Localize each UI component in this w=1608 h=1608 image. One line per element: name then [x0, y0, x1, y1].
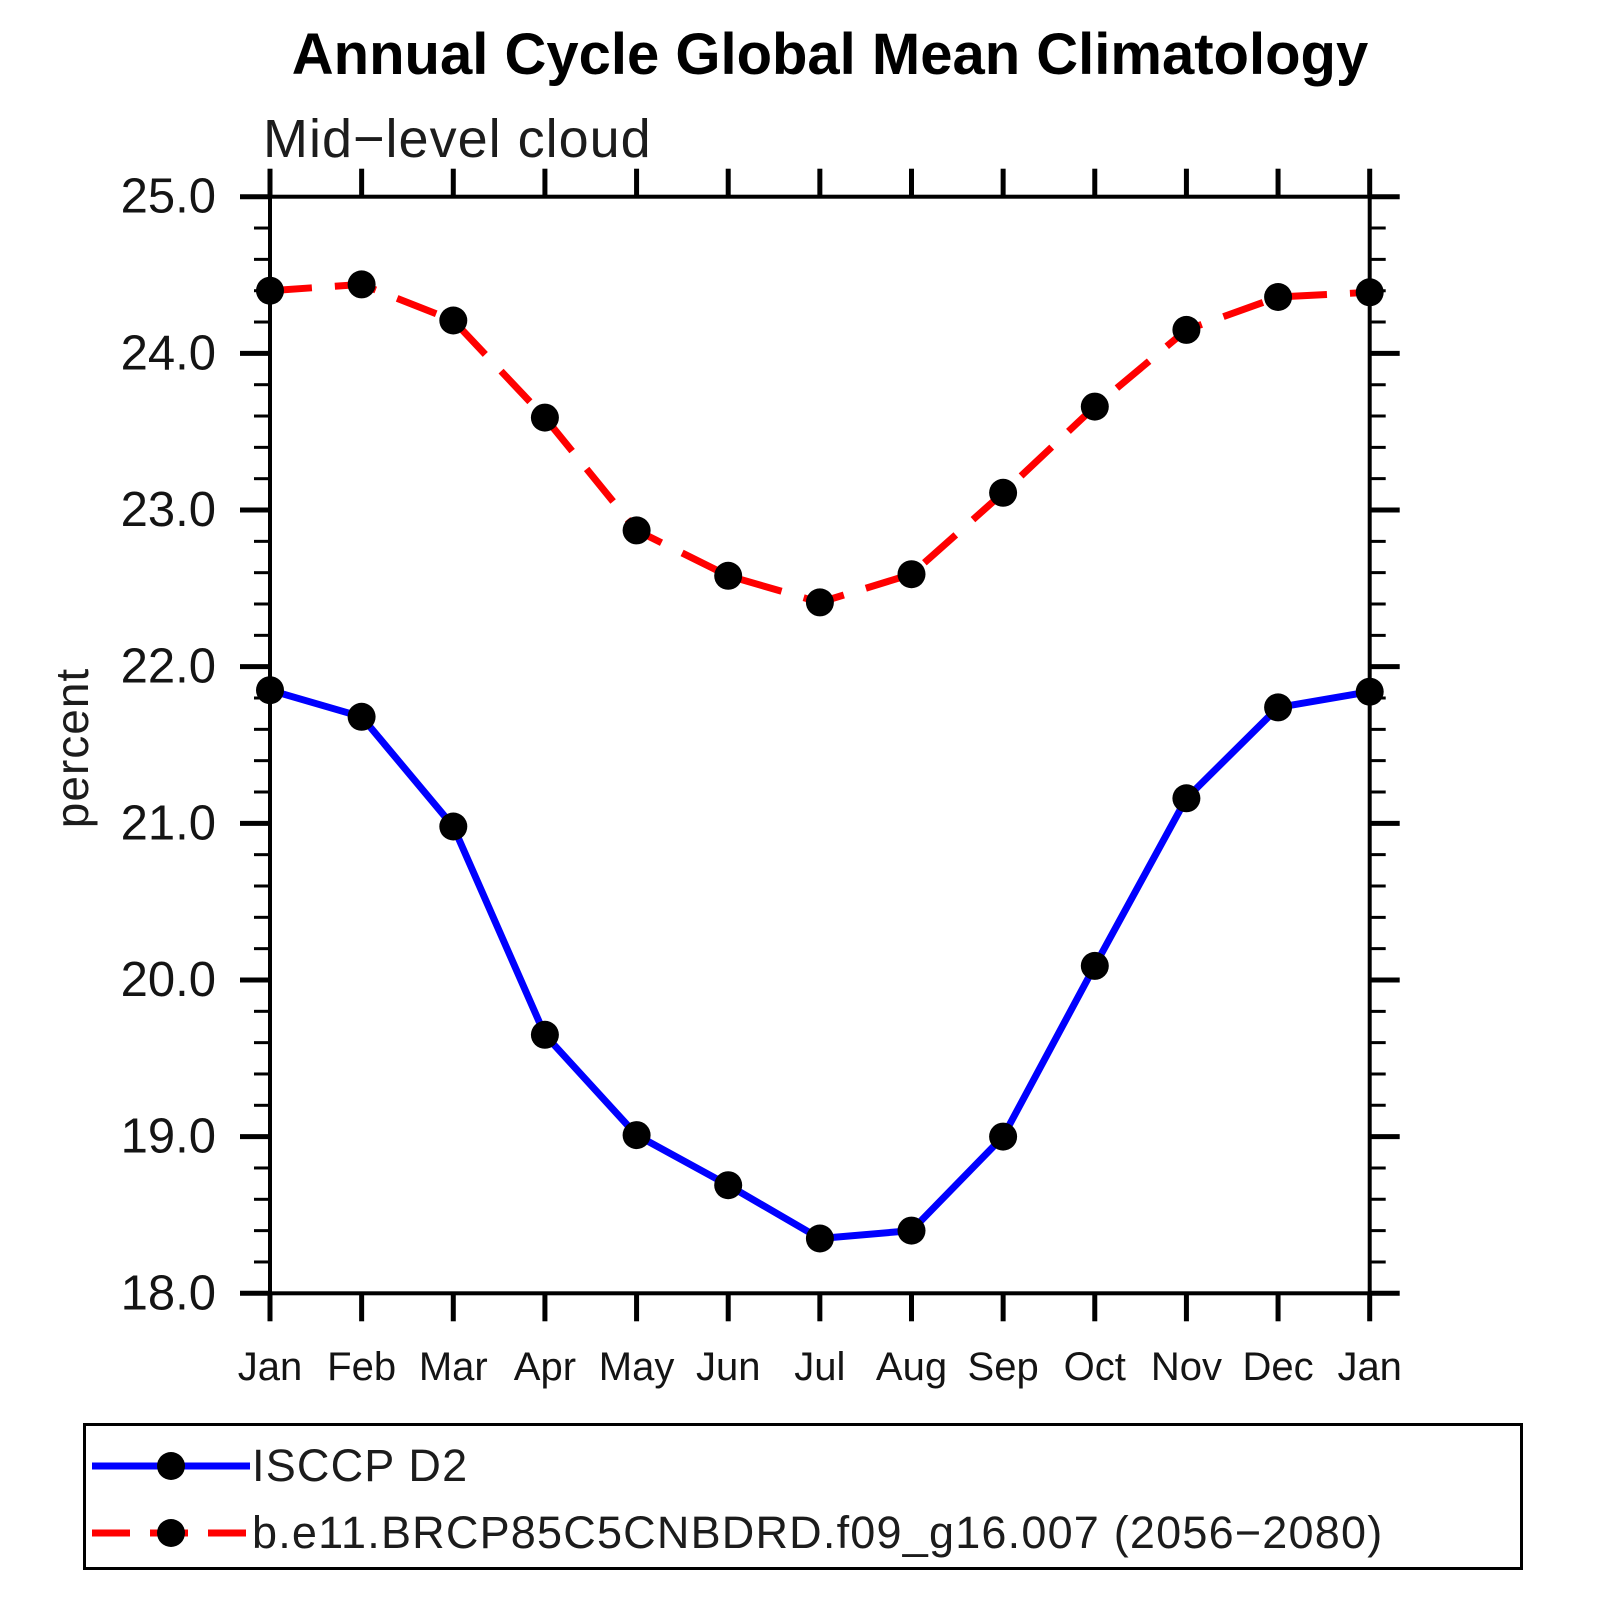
x-tick-label: Feb [327, 1345, 396, 1389]
x-tick-label: May [599, 1345, 675, 1389]
data-point [256, 276, 284, 305]
data-point [1355, 677, 1384, 706]
data-point [439, 306, 468, 335]
y-tick-label: 21.0 [121, 796, 216, 850]
axis-frame [268, 194, 1372, 1296]
data-point [622, 1121, 651, 1150]
x-tick-labels: Jan Feb Mar Apr May Jun Jul Aug Sep Oct Nov Dec Jan [238, 1345, 1402, 1389]
x-tick-label: Nov [1151, 1345, 1222, 1389]
x-tick-label: Dec [1242, 1345, 1313, 1389]
data-point [805, 1224, 834, 1253]
data-point [989, 478, 1018, 507]
x-tick-label: Oct [1064, 1345, 1126, 1389]
data-point [1264, 283, 1293, 311]
data-point [805, 588, 834, 617]
data-point [714, 561, 743, 590]
legend-sample-marker-icon [157, 1519, 185, 1547]
data-point [1355, 278, 1384, 307]
legend-entry: ISCCP D2 [90, 1442, 468, 1490]
legend-box: ISCCP D2 b.e11.BRCP85C5CNBDRD.f09_g16.00… [83, 1423, 1523, 1570]
series-line-0 [269, 686, 1371, 1242]
x-axis-ticks [267, 168, 1373, 1322]
y-tick-label: 22.0 [121, 640, 216, 694]
series-markers-1 [256, 270, 1384, 617]
data-point [1172, 315, 1201, 344]
chart-subtitle: Mid−level cloud [263, 109, 652, 169]
y-tick-label: 25.0 [121, 170, 216, 224]
data-point [989, 1122, 1018, 1151]
legend-sample-marker-icon [157, 1452, 185, 1480]
data-point [622, 516, 651, 545]
x-tick-label: Jan [238, 1345, 303, 1389]
legend-entry: b.e11.BRCP85C5CNBDRD.f09_g16.007 (2056−2… [90, 1509, 1383, 1557]
x-tick-label: Apr [514, 1345, 576, 1389]
data-point [347, 270, 376, 299]
data-point [530, 1020, 559, 1049]
data-point [714, 1171, 743, 1200]
y-tick-label: 24.0 [121, 326, 216, 380]
data-point [256, 676, 284, 705]
legend-entry-label: ISCCP D2 [252, 1440, 469, 1491]
y-axis-title: percent [46, 667, 98, 829]
x-tick-label: Jul [794, 1345, 845, 1389]
data-point [1264, 693, 1293, 722]
data-point [1172, 784, 1201, 813]
x-tick-label: Jan [1337, 1345, 1402, 1389]
data-point [1080, 392, 1109, 421]
y-tick-label: 20.0 [121, 953, 216, 1007]
y-tick-label: 23.0 [121, 483, 216, 537]
x-tick-label: Jun [696, 1345, 761, 1389]
legend-key-line [92, 1519, 250, 1547]
x-tick-label: Aug [876, 1345, 947, 1389]
series-markers-0 [256, 676, 1384, 1253]
y-tick-label: 19.0 [121, 1110, 216, 1164]
y-axis-ticks [240, 194, 1400, 1296]
data-point [439, 812, 468, 841]
legend-entry-label: b.e11.BRCP85C5CNBDRD.f09_g16.007 (2056−2… [252, 1507, 1384, 1558]
y-tick-labels: 18.0 19.0 20.0 21.0 22.0 23.0 24.0 25.0 [121, 170, 216, 1321]
series-line-1 [269, 280, 1370, 606]
data-point [1080, 951, 1109, 980]
x-tick-label: Mar [419, 1345, 488, 1389]
data-point [347, 702, 376, 731]
legend-key-line [92, 1452, 250, 1480]
y-tick-label: 18.0 [121, 1266, 216, 1320]
chart-title: Annual Cycle Global Mean Climatology [291, 22, 1369, 87]
data-point [897, 560, 926, 589]
data-point [897, 1216, 926, 1245]
data-point [530, 403, 559, 432]
x-tick-label: Sep [968, 1345, 1039, 1389]
